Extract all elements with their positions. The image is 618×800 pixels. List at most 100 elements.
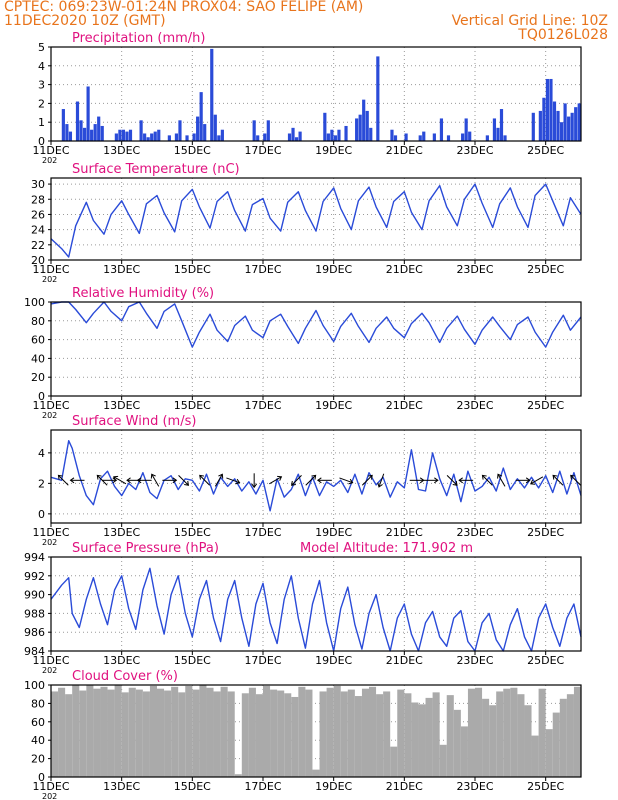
y-tick-label: 2: [38, 97, 45, 110]
wind-arrow-head: [112, 477, 118, 484]
precip-bar: [65, 124, 69, 141]
precip-bar: [143, 133, 147, 141]
x-tick-label: 25DEC: [527, 144, 564, 157]
cloud-bar: [552, 712, 560, 777]
series-line: [50, 301, 582, 348]
cloud-bar: [178, 692, 186, 777]
precip-bar: [167, 135, 171, 141]
wind-arrow-shaft: [58, 475, 69, 486]
precip-bar: [90, 129, 94, 141]
wind-arrow-head: [218, 473, 224, 479]
wind-arrow: [96, 474, 108, 486]
y-tick-label: 0: [38, 771, 45, 784]
y-tick-label: 990: [24, 589, 45, 602]
cloud-bar: [72, 685, 80, 777]
wind-arrow: [214, 473, 224, 487]
x-tick-label: 23DEC: [456, 526, 493, 539]
cloud-bar: [171, 686, 179, 777]
cloud-bar: [107, 689, 115, 777]
precip-bar: [432, 133, 436, 141]
precip-bar: [355, 118, 359, 141]
y-tick-label: 994: [24, 551, 45, 564]
cloud-bar: [164, 690, 172, 777]
cloud-bar: [185, 685, 193, 777]
cloud-bar: [369, 686, 377, 777]
panel-3: 0 2 4 11DEC 13DEC 15DEC 17DEC 19DEC 21DEC 23DEC 25…: [32, 414, 582, 547]
wind-arrow: [409, 477, 425, 484]
wind-arrow-head: [419, 477, 425, 484]
cloud-bar: [425, 697, 433, 777]
precip-bar: [79, 120, 83, 141]
precip-bar: [574, 107, 578, 141]
x-tick-label: 25DEC: [527, 780, 564, 793]
wind-arrow: [497, 473, 506, 487]
precip-bar: [93, 124, 97, 141]
precip-bar: [139, 120, 143, 141]
precip-bar: [121, 129, 126, 141]
cloud-bar: [361, 688, 369, 777]
y-tick-label: 30: [31, 178, 45, 191]
x-tick-label: 21DEC: [386, 144, 423, 157]
cloud-bar: [347, 689, 355, 777]
x-tick-label: 11DEC: [32, 263, 69, 276]
precip-bar: [97, 116, 101, 141]
wind-arrow-head: [136, 477, 142, 484]
header-model-id: TQ0126L028: [518, 27, 608, 43]
precip-bar: [446, 135, 451, 141]
cloud-bar: [333, 685, 341, 777]
precip-bar: [128, 129, 133, 141]
wind-arrow: [552, 474, 564, 486]
cloud-bar: [383, 691, 391, 777]
wind-arrow: [136, 477, 152, 484]
precip-bar: [570, 112, 574, 141]
y-tick-label: 0: [38, 390, 45, 403]
x-tick-label: 13DEC: [103, 654, 140, 667]
precip-bar: [390, 129, 394, 141]
precip-bar: [178, 120, 182, 141]
precip-bar: [146, 137, 150, 141]
y-tick-label: 5: [38, 41, 45, 54]
precip-bar: [196, 116, 200, 141]
header-station-line: CPTEC: 069:23W-01:24N PROX04: SAO FELIPE…: [4, 0, 364, 15]
precip-bar: [545, 78, 550, 141]
x-year-label: 202: [42, 792, 57, 800]
precip-bar: [220, 129, 224, 141]
precip-bar: [503, 135, 507, 141]
cloud-bar: [79, 690, 87, 777]
x-tick-label: 11DEC: [32, 780, 69, 793]
precip-bar: [358, 114, 362, 141]
wind-arrow: [269, 475, 283, 485]
precip-bar: [199, 92, 203, 141]
wind-arrow-head: [172, 477, 178, 484]
wind-arrow-head: [316, 477, 322, 484]
x-tick-label: 23DEC: [456, 144, 493, 157]
cloud-bar: [114, 685, 122, 777]
cloud-bar: [234, 774, 242, 777]
plot-frame: [50, 429, 582, 524]
y-tick-label: 80: [31, 697, 45, 710]
wind-arrow: [316, 477, 332, 484]
cloud-bar: [503, 688, 511, 777]
wind-arrow: [162, 477, 178, 484]
x-tick-label: 13DEC: [103, 263, 140, 276]
wind-arrow-shaft: [226, 477, 240, 484]
precip-bar: [157, 129, 161, 141]
x-tick-label: 23DEC: [456, 780, 493, 793]
panel-1: 20 22 24 26 28 30 11DEC 13DEC 15DEC 17DEC 19DEC 21D…: [31, 162, 582, 284]
precip-bar: [563, 103, 567, 141]
x-tick-label: 19DEC: [315, 263, 352, 276]
wind-arrow: [339, 477, 354, 485]
x-tick-label: 19DEC: [315, 399, 352, 412]
cloud-bar: [142, 691, 150, 777]
y-tick-label: 40: [31, 352, 45, 365]
y-tick-label: 988: [24, 607, 45, 620]
plot-frame: [50, 177, 582, 261]
panel-title: Surface Wind (m/s): [72, 414, 196, 429]
precip-bar: [213, 114, 217, 141]
cloud-bar: [149, 685, 157, 777]
plot-frame: [50, 301, 582, 397]
precip-bar: [538, 110, 542, 141]
x-tick-label: 21DEC: [386, 654, 423, 667]
x-tick-label: 23DEC: [456, 654, 493, 667]
